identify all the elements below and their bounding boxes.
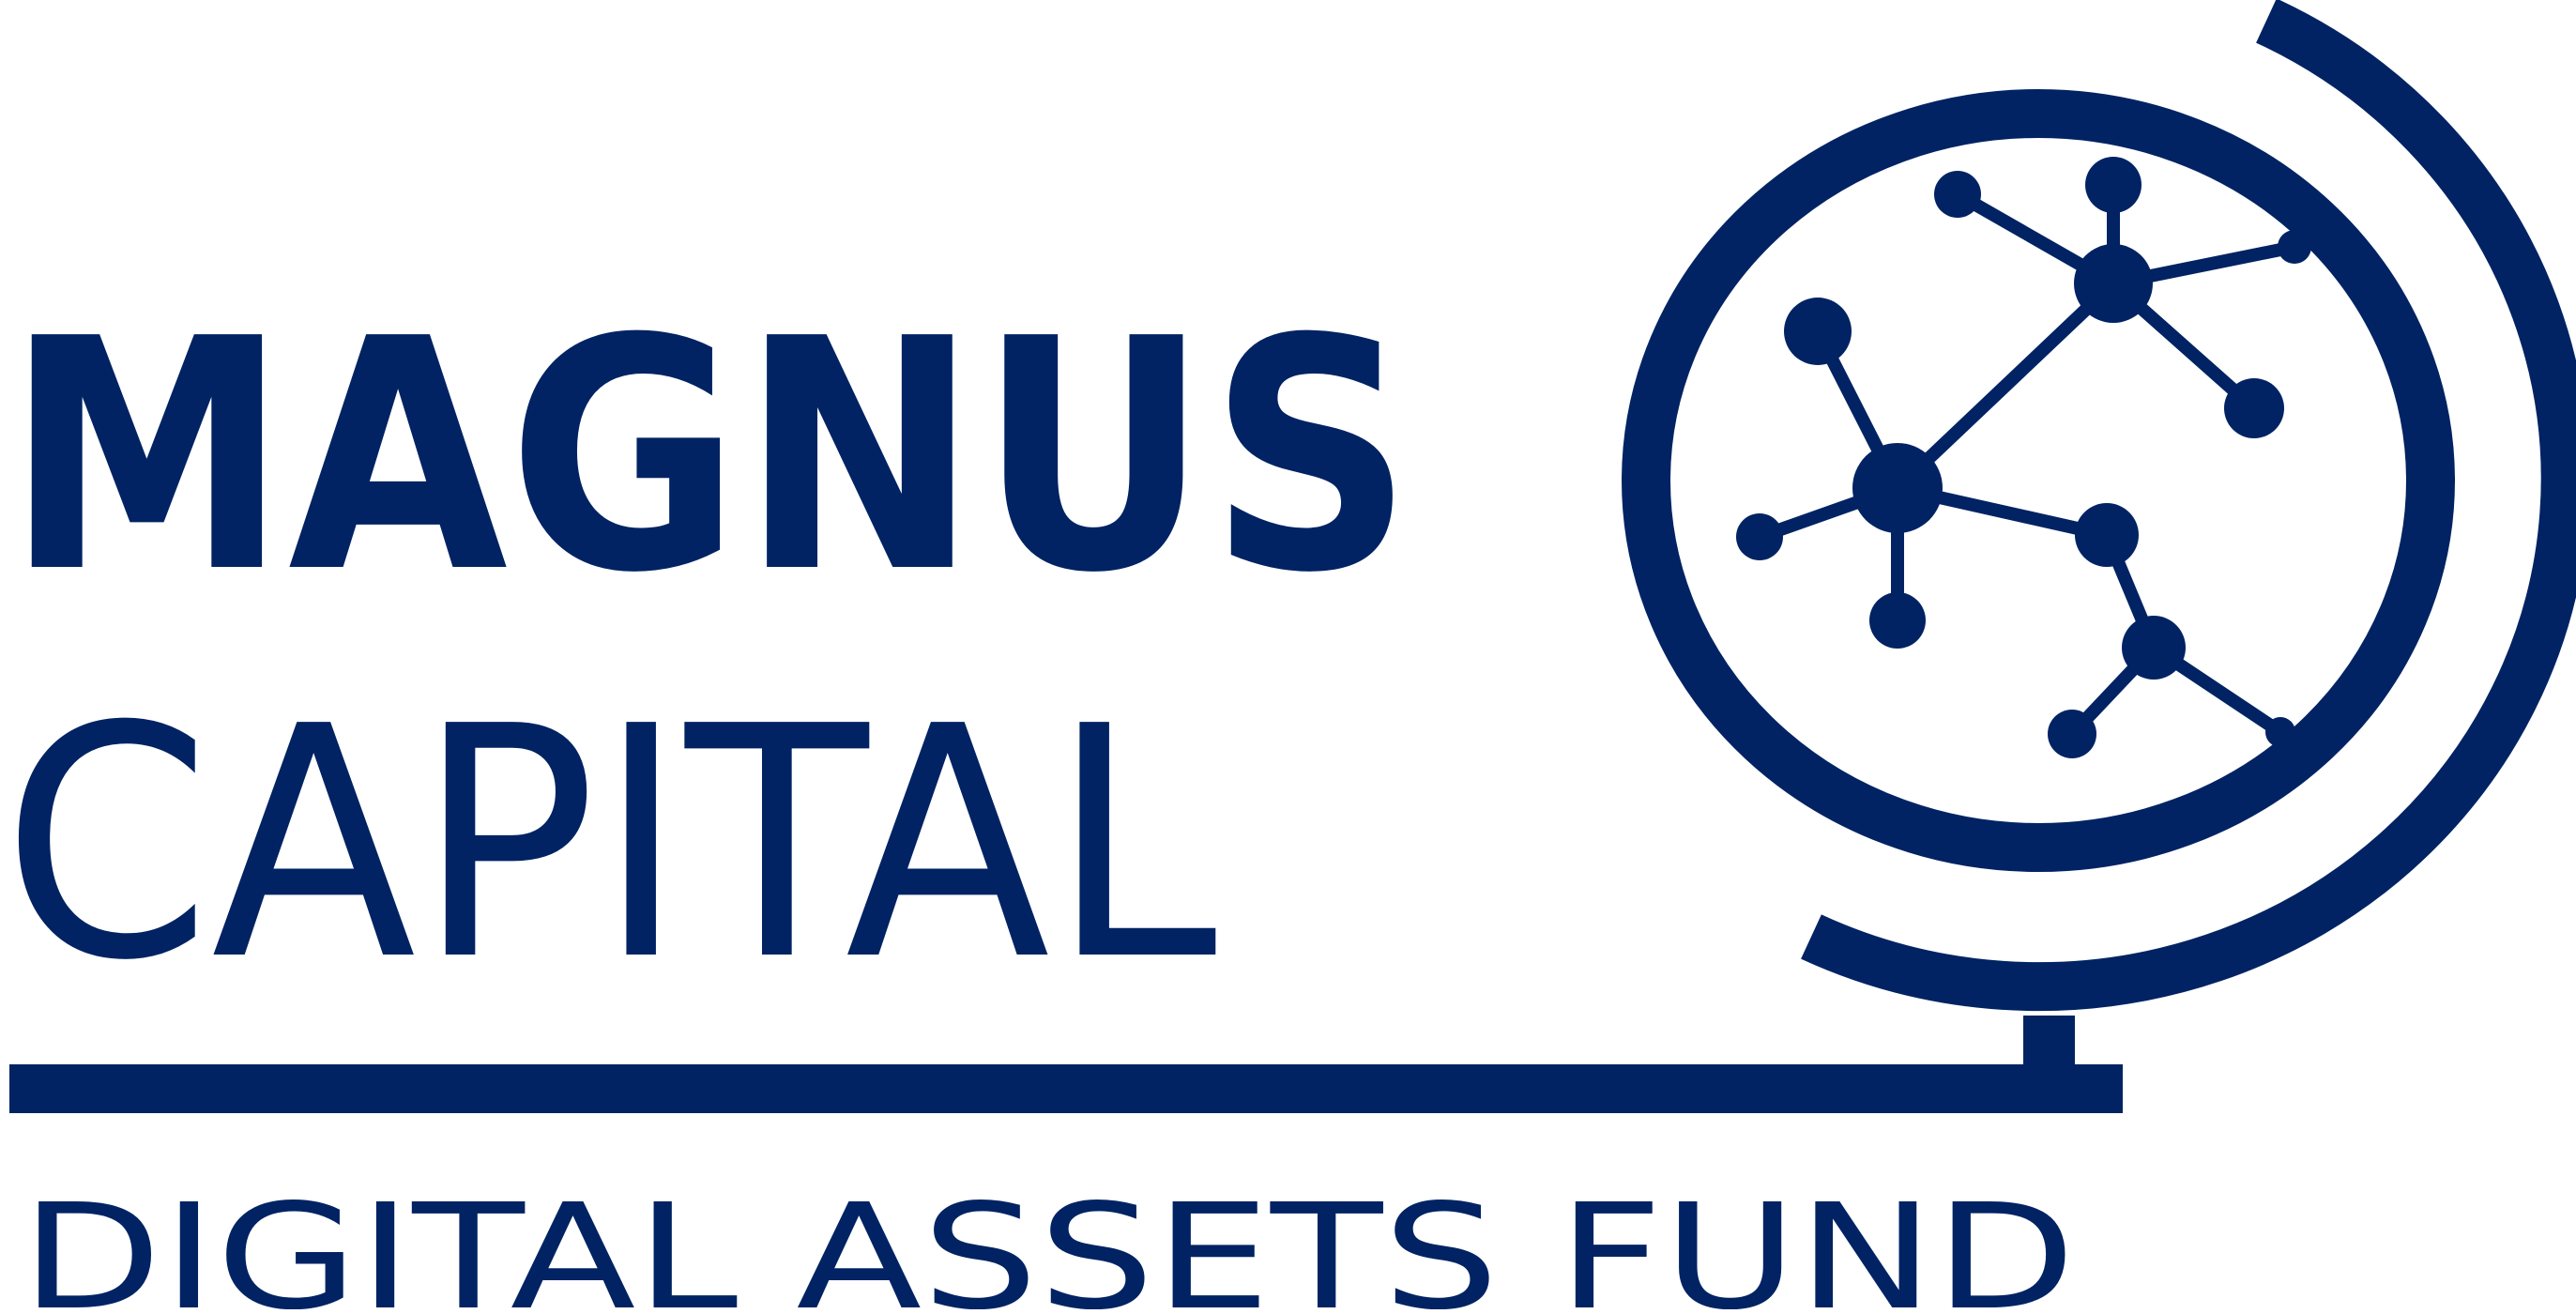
network-graph-icon <box>1753 178 2301 741</box>
base-line <box>9 1064 2123 1113</box>
network-nodes <box>1736 157 2311 758</box>
tagline: DIGITAL ASSETS FUND <box>21 1172 2076 1309</box>
brand-line-2: CAPITAL <box>2 659 1219 1031</box>
brand-line-1: MAGNUS <box>6 271 1413 643</box>
globe-network-icon <box>1622 0 2576 1067</box>
